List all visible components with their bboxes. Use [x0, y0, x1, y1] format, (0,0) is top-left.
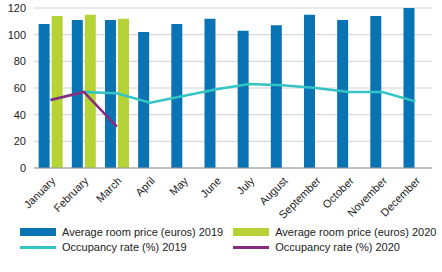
svg-text:40: 40 — [14, 109, 26, 121]
svg-text:April: April — [133, 174, 157, 198]
svg-text:May: May — [167, 174, 191, 198]
svg-text:January: January — [21, 174, 58, 211]
svg-text:March: March — [94, 174, 124, 204]
svg-text:80: 80 — [14, 55, 26, 67]
html-text:Average room price (euros) 202: Average room price (euros) 2020 — [275, 226, 437, 238]
html-text:Average room price (euros) 201: Average room price (euros) 2019 — [62, 226, 224, 238]
svg-text:December: December — [378, 174, 423, 219]
svg-text:August: August — [257, 174, 290, 207]
svg-text:0: 0 — [20, 162, 26, 174]
svg-text:20: 20 — [14, 135, 26, 147]
svg-text:September: September — [276, 174, 323, 221]
svg-text:120: 120 — [8, 2, 26, 14]
html-text:Occupancy rate (%) 2020: Occupancy rate (%) 2020 — [275, 241, 400, 253]
svg-text:100: 100 — [8, 29, 26, 41]
svg-text:July: July — [234, 174, 257, 197]
svg-text:November: November — [344, 174, 390, 219]
svg-text:60: 60 — [14, 82, 26, 94]
svg-text:June: June — [198, 174, 223, 199]
svg-text:February: February — [51, 174, 91, 214]
svg-text:October: October — [319, 174, 356, 211]
html-text:Occupancy rate (%) 2019: Occupancy rate (%) 2019 — [62, 241, 187, 253]
